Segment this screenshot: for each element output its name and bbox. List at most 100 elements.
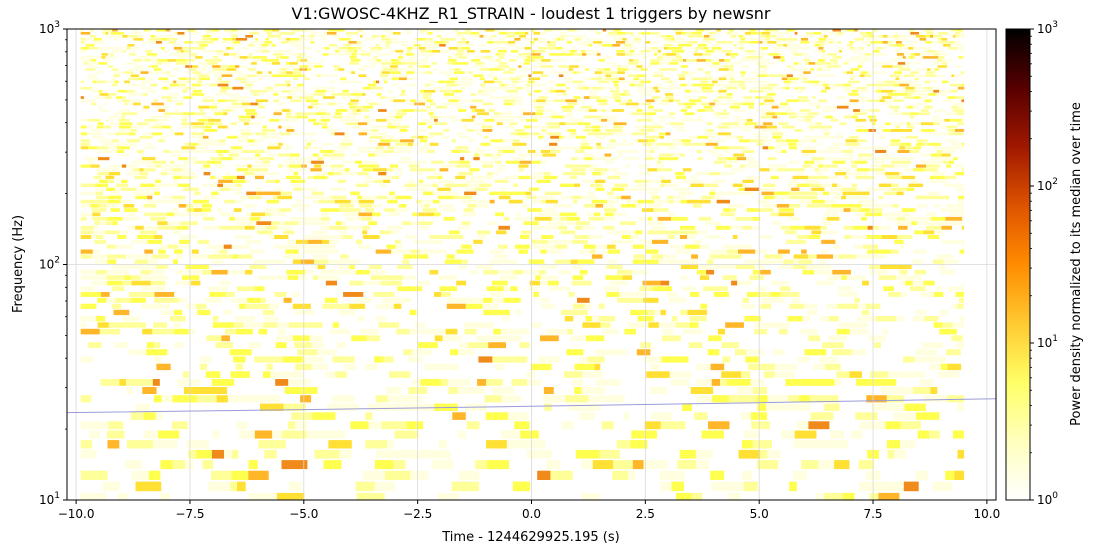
heatmap-cell [382,135,395,139]
heatmap-cell [687,235,696,239]
heatmap-cell [336,269,356,275]
heatmap-cell [723,109,727,112]
heatmap-cell [127,35,137,38]
heatmap-cell [268,235,275,239]
heatmap-cell [896,53,905,56]
heatmap-cell [362,146,376,150]
heatmap-cell [343,44,351,47]
heatmap-cell [231,244,250,249]
heatmap-cell [837,41,841,44]
heatmap-cell [657,168,672,172]
heatmap-cell [817,59,826,62]
heatmap-cell [820,259,826,264]
heatmap-cell [174,212,182,217]
heatmap-cell [558,59,567,62]
heatmap-cell [438,492,460,500]
heatmap-cell [276,102,286,106]
heatmap-cell [495,363,505,371]
heatmap-cell [519,160,532,164]
heatmap-cell [568,68,574,71]
heatmap-cell [158,77,168,81]
heatmap-cell [88,47,99,50]
heatmap-cell [307,216,321,221]
heatmap-cell [800,41,804,44]
heatmap-cell [613,142,620,146]
heatmap-cell [773,56,781,59]
heatmap-cell [395,195,412,200]
heatmap-cell [475,29,479,32]
heatmap-cell [152,62,158,65]
heatmap-cell [150,35,156,38]
heatmap-cell [320,216,330,221]
heatmap-cell [233,208,242,212]
heatmap-cell [760,96,772,99]
heatmap-cell [576,99,585,103]
heatmap-cell [292,71,302,74]
heatmap-cell [962,191,965,196]
heatmap-cell [257,275,275,280]
heatmap-cell [419,32,428,35]
heatmap-cell [652,239,669,244]
heatmap-cell [517,132,528,136]
heatmap-cell [120,187,136,191]
heatmap-cell [298,221,312,226]
heatmap-cell [856,195,862,200]
heatmap-cell [544,109,554,112]
heatmap-cell [285,38,291,41]
heatmap-cell [384,470,411,480]
heatmap-cell [789,481,797,492]
heatmap-cell [316,118,321,122]
heatmap-cell [258,89,267,93]
heatmap-cell [155,41,162,44]
heatmap-cell [760,115,768,119]
heatmap-cell [143,146,152,150]
heatmap-cell [344,135,350,139]
heatmap-cell [796,142,803,146]
heatmap-cell [494,29,498,32]
heatmap-cell [493,112,501,116]
heatmap-cell [792,44,800,47]
heatmap-cell [354,47,362,50]
heatmap-cell [797,356,810,363]
heatmap-cell [272,74,282,77]
heatmap-cell [892,204,899,208]
heatmap-cell [884,80,896,84]
heatmap-cell [834,379,842,386]
heatmap-cell [312,264,318,270]
heatmap-cell [832,56,843,59]
heatmap-cell [876,89,881,93]
heatmap-cell [454,29,459,32]
heatmap-cell [549,286,562,292]
heatmap-cell [296,59,301,62]
heatmap-cell [232,86,244,90]
heatmap-cell [879,187,892,191]
heatmap-cell [820,316,829,322]
heatmap-cell [104,47,115,50]
heatmap-cell [131,32,136,35]
heatmap-cell [182,47,189,50]
heatmap-cell [932,172,945,176]
heatmap-cell [150,83,158,87]
heatmap-cell [821,230,837,235]
heatmap-cell [837,132,842,136]
heatmap-cell [342,53,352,56]
heatmap-cell [365,440,374,449]
heatmap-cell [806,264,821,270]
heatmap-cell [592,316,599,322]
heatmap-cell [272,62,281,65]
heatmap-cell [566,216,581,221]
heatmap-cell [815,62,825,65]
heatmap-cell [625,53,632,56]
heatmap-cell [373,29,376,32]
heatmap-cell [441,292,451,297]
heatmap-cell [198,142,210,146]
heatmap-cell [327,172,334,176]
heatmap-cell [759,102,765,106]
heatmap-cell [350,99,359,103]
heatmap-cell [217,208,223,212]
heatmap-cell [561,105,567,109]
heatmap-cell [111,83,118,87]
heatmap-cell [719,83,728,87]
heatmap-cell [609,395,625,403]
heatmap-cell [639,187,648,191]
